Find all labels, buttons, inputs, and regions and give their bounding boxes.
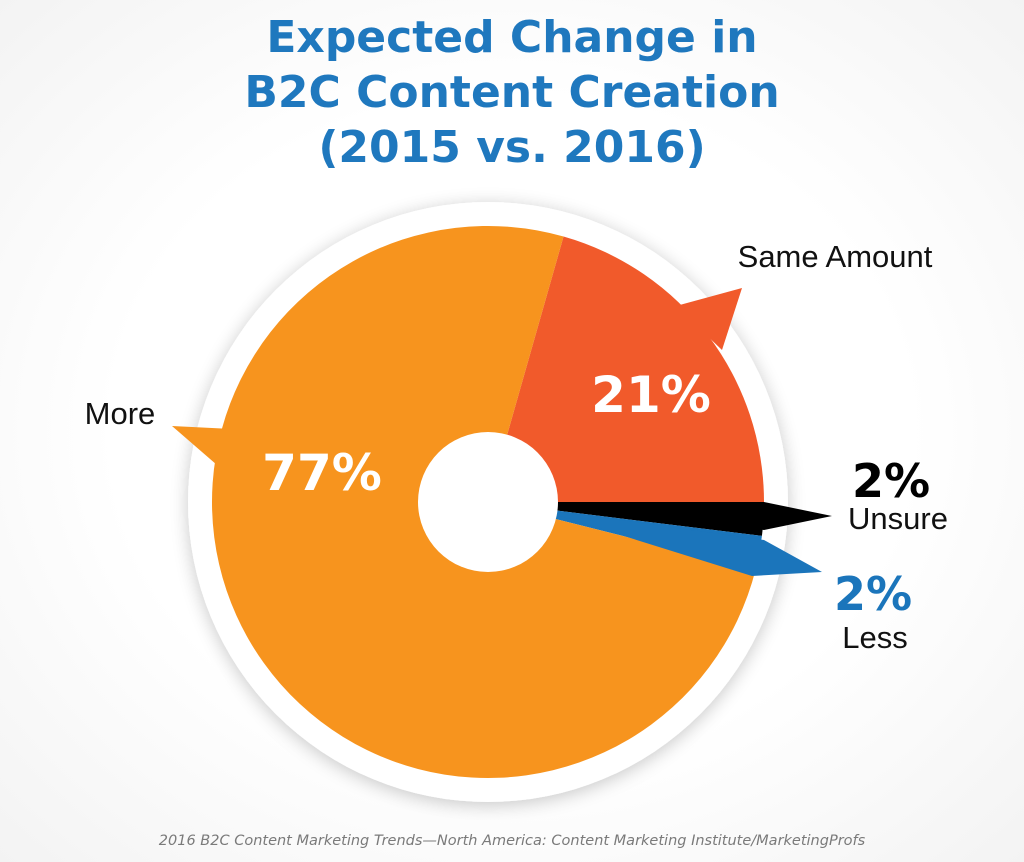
same-callout-tail	[676, 288, 742, 350]
chart-title: Expected Change in B2C Content Creation …	[0, 10, 1024, 175]
unsure-value-label: 2%	[852, 454, 930, 508]
source-citation: 2016 B2C Content Marketing Trends—North …	[158, 833, 866, 849]
unsure-label: Unsure	[848, 501, 948, 536]
title-line-2: B2C Content Creation	[244, 67, 780, 118]
same-value-label: 21%	[591, 366, 711, 424]
callout-pointers	[172, 288, 832, 576]
more-value-label: 77%	[262, 444, 382, 502]
less-label: Less	[842, 620, 907, 655]
donut-hole	[418, 432, 558, 572]
more-label: More	[85, 396, 156, 431]
title-line-1: Expected Change in	[266, 12, 758, 63]
same-amount-label: Same Amount	[738, 239, 933, 274]
more-callout-tail	[172, 426, 252, 478]
title-line-3: (2015 vs. 2016)	[318, 122, 706, 173]
pie-slice-same-amount	[488, 236, 764, 503]
unsure-callout-tail	[560, 502, 832, 530]
less-callout-tail	[560, 512, 822, 576]
less-value-label: 2%	[834, 567, 912, 621]
